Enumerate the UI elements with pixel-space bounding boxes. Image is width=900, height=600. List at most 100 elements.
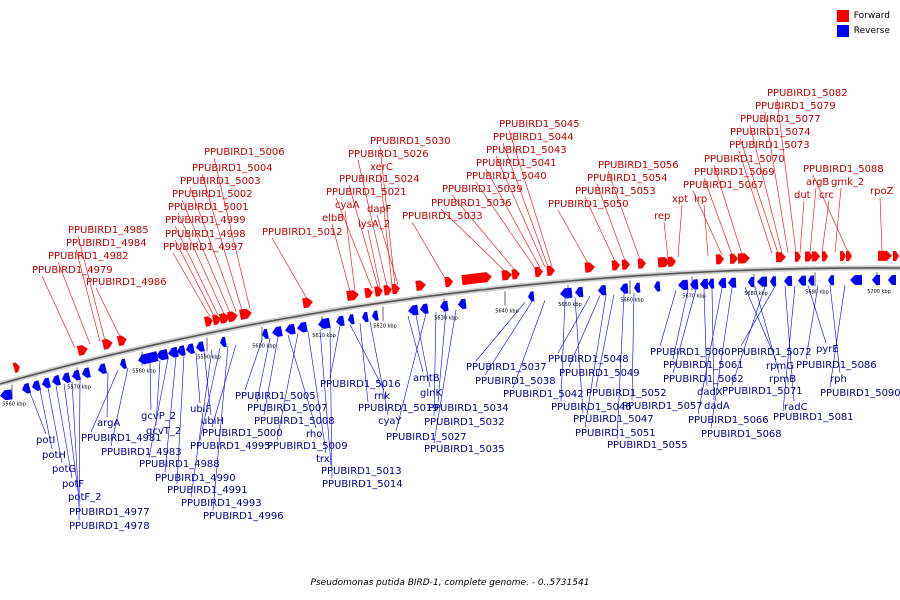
forward-leader-line xyxy=(379,146,396,285)
forward-leader-line xyxy=(834,187,842,253)
forward-gene-label: PPUBIRD1_5079 xyxy=(755,101,836,112)
reverse-leader-line xyxy=(475,301,526,362)
reverse-gene-label: PPUBIRD1_5032 xyxy=(424,417,505,428)
reverse-leader-line xyxy=(319,329,332,466)
reverse-gene-arrow xyxy=(888,274,897,285)
reverse-leader-line xyxy=(659,290,677,347)
tick-label: 5630 kbp xyxy=(434,315,458,321)
reverse-gene-label: PPUBIRD1_5016 xyxy=(320,379,401,390)
reverse-gene-arrow xyxy=(872,274,881,285)
forward-gene-arrow xyxy=(374,286,383,297)
forward-gene-arrow xyxy=(811,251,820,262)
reverse-gene-label: PPUBIRD1_5081 xyxy=(773,412,854,423)
reverse-gene-arrow xyxy=(52,374,62,386)
reverse-gene-arrow xyxy=(196,341,205,352)
forward-leader-line xyxy=(485,168,541,268)
reverse-gene-label: PPUBIRD1_5061 xyxy=(663,360,744,371)
reverse-leader-line xyxy=(329,327,333,479)
reverse-gene-label: PPUBIRD1_4978 xyxy=(69,521,150,532)
reverse-leader-line xyxy=(329,326,341,379)
reverse-gene-arrow xyxy=(678,279,689,291)
forward-leader-line xyxy=(749,124,783,254)
reverse-gene-arrow xyxy=(708,278,715,289)
forward-leader-line xyxy=(335,197,373,289)
forward-leader-line xyxy=(475,181,536,269)
reverse-gene-arrow xyxy=(156,348,169,361)
reverse-leader-line xyxy=(149,362,152,411)
reverse-gene-label: amtB xyxy=(413,373,440,384)
reverse-gene-label: PPUBIRD1_4993 xyxy=(181,498,262,509)
reverse-gene-label: PPUBIRD1_5013 xyxy=(321,466,402,477)
forward-gene-label: rep xyxy=(654,211,670,222)
reverse-leader-line xyxy=(782,285,796,412)
reverse-gene-arrow xyxy=(620,283,629,294)
forward-gene-arrow xyxy=(391,283,400,295)
forward-gene-label: PPUBIRD1_5043 xyxy=(486,145,567,156)
forward-gene-arrow xyxy=(839,251,846,262)
reverse-gene-label: PPUBIRD1_5034 xyxy=(428,403,509,414)
reverse-gene-arrow xyxy=(458,298,467,310)
reverse-gene-label: potF xyxy=(62,479,84,490)
forward-leader-line xyxy=(703,177,733,255)
reverse-leader-line xyxy=(807,285,827,344)
reverse-gene-arrow xyxy=(408,304,419,316)
forward-gene-arrow xyxy=(877,250,892,261)
reverse-gene-label: PPUBIRD1_5046 xyxy=(551,402,632,413)
forward-gene-label: PPUBIRD1_4999 xyxy=(165,215,246,226)
forward-gene-label: PPUBIRD1_5073 xyxy=(729,140,810,151)
reverse-gene-arrow xyxy=(728,277,737,288)
forward-gene-label: PPUBIRD1_5044 xyxy=(493,132,574,143)
forward-gene-arrow xyxy=(239,308,252,320)
reverse-gene-arrow xyxy=(700,278,709,289)
forward-gene-arrow xyxy=(584,262,595,273)
forward-gene-label: PPUBIRD1_4986 xyxy=(86,277,167,288)
forward-leader-line xyxy=(57,261,91,345)
reverse-gene-arrow xyxy=(22,382,32,394)
forward-gene-arrow xyxy=(775,252,786,263)
forward-gene-label: PPUBIRD1_5012 xyxy=(262,227,343,238)
forward-leader-line xyxy=(440,208,506,272)
forward-gene-arrow xyxy=(501,270,512,281)
tick-label: 5640 kbp xyxy=(495,308,519,314)
reverse-leader-line xyxy=(110,367,129,447)
reverse-gene-label: PPUBIRD1_5000 xyxy=(202,428,283,439)
forward-leader-line xyxy=(174,239,215,317)
forward-leader-line xyxy=(821,200,830,253)
forward-leader-line xyxy=(379,172,393,286)
reverse-gene-arrow xyxy=(598,285,607,296)
reverse-leader-line xyxy=(211,344,237,428)
reverse-gene-arrow xyxy=(177,345,186,356)
reverse-gene-label: argA xyxy=(97,418,120,429)
reverse-leader-line xyxy=(195,352,201,404)
reverse-leader-line xyxy=(90,370,119,433)
reverse-gene-arrow xyxy=(420,303,429,314)
forward-gene-label: PPUBIRD1_5024 xyxy=(339,174,420,185)
forward-gene-arrow xyxy=(845,251,852,262)
forward-leader-line xyxy=(376,214,399,285)
forward-leader-line xyxy=(348,184,379,288)
forward-gene-arrow xyxy=(794,251,801,262)
reverse-leader-line xyxy=(63,383,79,492)
reverse-leader-line xyxy=(276,333,299,441)
reverse-leader-line xyxy=(55,385,73,479)
reverse-leader-line xyxy=(697,288,723,415)
forward-gene-arrow xyxy=(821,251,828,262)
reverse-gene-label: PPUBIRD1_5047 xyxy=(573,414,654,425)
forward-gene-label: PPUBIRD1_4998 xyxy=(165,229,246,240)
reverse-leader-line xyxy=(349,324,385,391)
tick-label: 5580 kbp xyxy=(132,369,156,375)
reverse-leader-line xyxy=(244,339,263,391)
reverse-gene-arrow xyxy=(0,389,13,401)
forward-leader-line xyxy=(692,190,723,256)
forward-gene-arrow xyxy=(715,254,724,265)
forward-gene-label: gmk_2 xyxy=(831,177,864,188)
forward-gene-arrow xyxy=(611,260,620,271)
reverse-gene-arrow xyxy=(272,326,283,337)
reverse-leader-line xyxy=(190,349,213,498)
forward-leader-line xyxy=(367,229,381,288)
reverse-gene-arrow xyxy=(186,343,195,354)
reverse-leader-line xyxy=(433,309,457,444)
reverse-gene-label: PPUBIRD1_5055 xyxy=(607,440,688,451)
forward-gene-label: elbB xyxy=(322,213,344,224)
